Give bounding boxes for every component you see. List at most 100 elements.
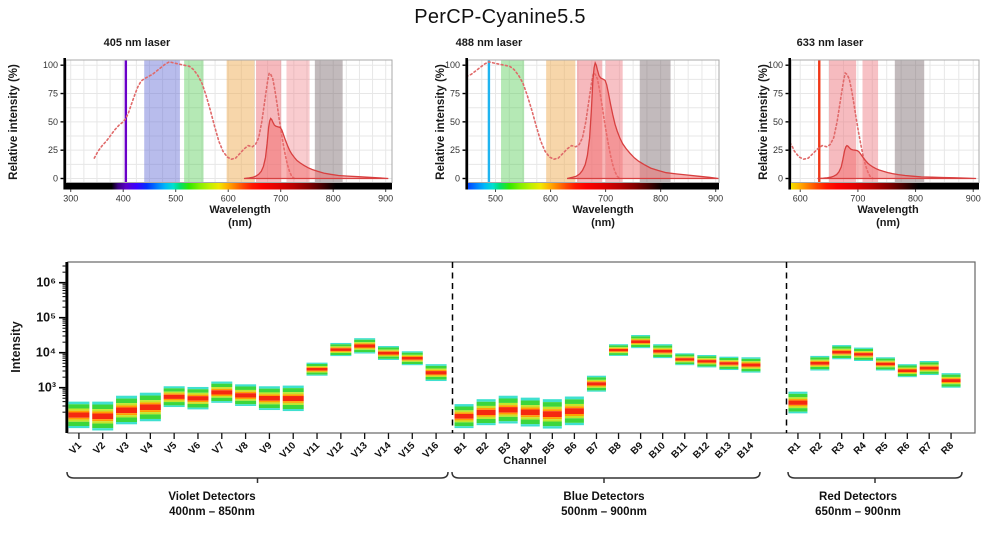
emission-curve — [243, 117, 389, 180]
channel-bar-V11 — [306, 362, 328, 376]
svg-text:10³: 10³ — [38, 381, 56, 395]
laser-title-488: 488 nm laser — [455, 37, 523, 49]
page-title: PerCP-Cyanine5.5 — [414, 6, 586, 28]
filter-band — [894, 60, 925, 183]
channel-bar-R5 — [875, 357, 895, 371]
svg-text:10⁴: 10⁴ — [36, 346, 56, 360]
x-axis-unit-488: (nm) — [591, 217, 615, 229]
red-detectors-range: 650nm – 900nm — [815, 506, 901, 518]
channel-bar-R7 — [919, 360, 939, 376]
channel-tick-label: V13 — [349, 440, 370, 461]
channel-bar-B14 — [741, 357, 761, 373]
channel-tick-label: V4 — [139, 440, 156, 457]
channel-tick-label: V2 — [91, 440, 108, 457]
channel-bar-B5 — [542, 399, 562, 429]
channel-tick-label: V3 — [115, 440, 132, 457]
filter-band — [184, 60, 204, 183]
y-axis-label-405: Relative intensity (%) — [8, 64, 20, 180]
group-bracket — [451, 471, 761, 483]
channel-bar-R4 — [854, 347, 874, 361]
wavelength-strip — [468, 182, 719, 190]
emission-curve — [817, 144, 977, 180]
channel-bar-R8 — [941, 373, 961, 388]
spectrum-plot-633: 0 25 50 75 100 600 700 800 900 — [768, 58, 981, 204]
svg-text:100: 100 — [43, 60, 58, 70]
channel-bar-V4 — [139, 392, 161, 422]
filter-band — [226, 60, 255, 183]
excitation-curve — [93, 60, 296, 180]
svg-text:600: 600 — [793, 194, 808, 204]
svg-text:100: 100 — [768, 60, 783, 70]
group-bracket — [787, 471, 963, 483]
channel-tick-label: B13 — [713, 440, 734, 461]
x-axis-unit-633: (nm) — [876, 217, 900, 229]
spectrum-plot-405: 0 25 50 75 100 300 400 500 600 700 800 900 — [43, 58, 393, 204]
svg-text:75: 75 — [773, 89, 783, 99]
channel-bar-B11 — [675, 353, 695, 366]
wavelength-strip — [66, 182, 392, 190]
svg-text:25: 25 — [48, 145, 58, 155]
channel-bar-V5 — [163, 386, 185, 408]
svg-text:0: 0 — [53, 174, 58, 184]
channel-bar-B8 — [609, 344, 629, 356]
channel-tick-label: R8 — [939, 440, 956, 457]
channel-tick-label: V12 — [326, 440, 347, 461]
channel-tick-label: R7 — [917, 440, 934, 457]
channel-tick-label: R2 — [808, 440, 825, 457]
emission-curve — [566, 60, 719, 180]
filter-band — [501, 60, 525, 183]
channel-tick-label: V6 — [187, 440, 204, 457]
svg-text:500: 500 — [168, 194, 183, 204]
svg-text:800: 800 — [653, 194, 668, 204]
channel-tick-label: V15 — [397, 440, 418, 461]
channel-bar-V10 — [282, 385, 304, 412]
channel-tick-label: V16 — [421, 440, 442, 461]
y-axis-label-633: Relative intensity (%) — [758, 64, 770, 180]
channel-tick-label: V7 — [210, 440, 227, 457]
channel-bar-R3 — [832, 345, 852, 360]
spectrum-plot-488: 0 25 50 75 100 500 600 700 800 900 — [445, 58, 723, 204]
channel-tick-label: B9 — [629, 440, 646, 457]
channel-tick-label: B1 — [452, 440, 469, 457]
svg-text:700: 700 — [850, 194, 865, 204]
filter-band — [286, 60, 310, 183]
intensity-axis-label: Intensity — [9, 321, 23, 373]
channel-bar-V15 — [401, 351, 423, 366]
svg-text:10⁶: 10⁶ — [36, 276, 56, 290]
svg-text:0: 0 — [778, 174, 783, 184]
svg-text:10⁵: 10⁵ — [36, 311, 56, 325]
channel-tick-label: R4 — [852, 440, 869, 457]
channel-bar-R1 — [788, 391, 808, 414]
svg-text:300: 300 — [63, 194, 78, 204]
channel-bar-V9 — [258, 386, 280, 411]
channel-bar-V3 — [116, 395, 138, 425]
svg-text:500: 500 — [488, 194, 503, 204]
channel-tick-label: V9 — [258, 440, 275, 457]
svg-text:600: 600 — [543, 194, 558, 204]
channel-bar-B2 — [476, 399, 496, 426]
channel-tick-label: R5 — [874, 440, 891, 457]
svg-text:25: 25 — [450, 145, 460, 155]
wavelength-strip — [791, 182, 979, 190]
channel-tick-label: B11 — [670, 440, 691, 461]
channel-bar-B13 — [719, 356, 739, 371]
channel-bar-B7 — [586, 375, 606, 392]
channel-bar-V13 — [354, 338, 376, 354]
blue-detectors-range: 500nm – 900nm — [561, 506, 647, 518]
svg-text:25: 25 — [773, 145, 783, 155]
channel-bar-V6 — [187, 386, 209, 410]
filter-band — [546, 60, 576, 183]
channel-bar-B4 — [520, 397, 540, 427]
channel-tick-label: B10 — [647, 440, 668, 461]
svg-text:900: 900 — [378, 194, 393, 204]
channel-tick-label: B2 — [474, 440, 491, 457]
channel-bar-V12 — [330, 342, 352, 357]
violet-detectors-label: Violet Detectors — [168, 491, 256, 503]
svg-text:600: 600 — [221, 194, 236, 204]
y-axis-label-488: Relative intensity (%) — [435, 64, 447, 180]
channel-bar-B10 — [653, 344, 673, 359]
channel-tick-label: R3 — [830, 440, 847, 457]
